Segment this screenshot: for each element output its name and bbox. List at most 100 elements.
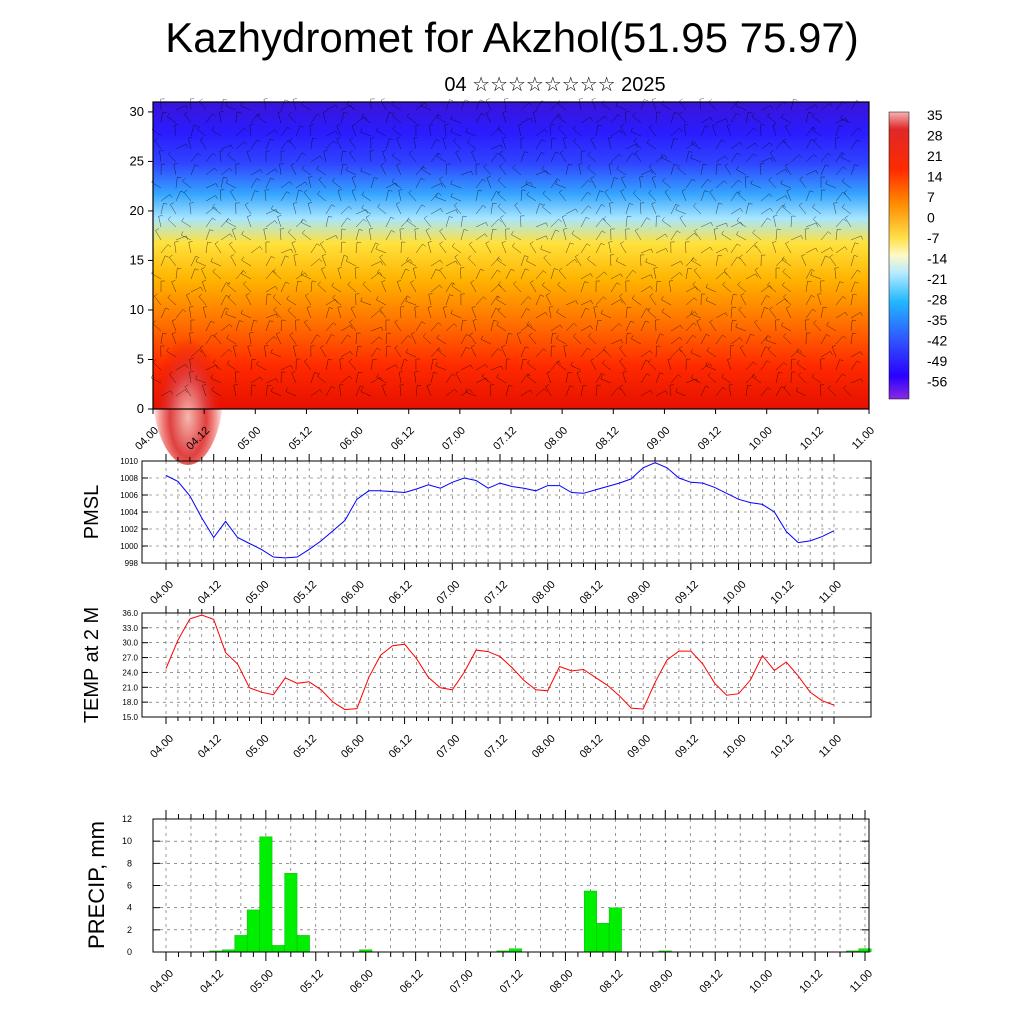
wind-barb [634,228,642,241]
wind-barb [265,168,278,176]
wind-barb [445,388,458,397]
wind-barb [690,310,702,319]
wind-barb [362,281,372,293]
wind-barb [580,216,590,228]
wind-barb [730,142,743,150]
wind-barb [325,204,336,215]
x-tick-label: 08.00 [548,968,576,996]
wind-barb [520,151,529,163]
colorbar-label: -7 [927,230,940,246]
x-tick-label: 05.12 [298,968,326,996]
x-tick-label: 05.00 [235,425,263,453]
wind-barb [460,319,467,332]
x-tick-label: 07.00 [440,425,468,453]
wind-barb [277,111,283,124]
wind-barb [540,245,552,254]
wind-barb [805,319,810,332]
wind-barb [669,384,674,397]
wind-barb [339,384,344,397]
wind-barb [175,105,188,111]
wind-barb [265,320,274,332]
wind-barb [715,222,728,228]
wind-barb [557,125,567,137]
wind-barb [699,98,704,111]
wind-barb [820,306,828,319]
wind-barb [565,208,578,215]
wind-barb [820,176,825,188]
wind-barb [249,332,254,345]
wind-barb [325,140,337,150]
wind-barb [835,228,842,241]
wind-barb [279,163,284,176]
wind-barb [365,215,372,228]
colorbar-label: 14 [927,169,943,185]
x-tick-label: 06.12 [387,733,415,761]
wind-barb [166,347,177,358]
wind-barb [376,269,387,280]
wind-barb [475,377,488,384]
wind-barb [405,297,417,306]
wind-barb [563,137,568,150]
wind-barb [591,98,597,111]
wind-barb [310,243,321,254]
wind-barb [835,373,846,384]
x-tick-label: 04.00 [148,968,176,996]
wind-barb [400,259,413,267]
x-tick-label: 07.12 [498,968,526,996]
wind-barb [621,176,627,189]
colorbar-label: 21 [927,148,943,164]
wind-barb [587,255,597,267]
wind-barb [620,189,627,202]
wind-barb [550,268,559,280]
wind-barb [160,244,172,254]
wind-barb [201,267,207,280]
wind-barb [225,179,237,189]
wind-barb [700,163,708,176]
wind-barb [310,345,315,358]
wind-barb [277,215,282,228]
wind-barb [754,319,762,332]
pmsl-axis-label: PMSL [81,485,103,539]
wind-barb [235,128,247,137]
wind-barb [336,124,342,137]
wind-barb [505,333,513,345]
wind-barb [247,215,252,228]
wind-barb [325,216,333,228]
wind-barb [349,319,357,332]
wind-barb [398,371,404,384]
wind-barb [460,267,465,280]
wind-barb [685,151,693,163]
wind-barb [512,164,522,176]
wind-barb [825,180,837,189]
wind-barb [799,176,807,189]
wind-barb [295,319,300,332]
wind-barb [408,189,417,202]
wind-barb [160,203,168,215]
wind-barb [375,245,387,254]
wind-barb [293,345,298,358]
wind-barb [609,254,615,267]
wind-barb [769,306,777,319]
wind-barb [511,242,522,254]
wind-barb [250,320,258,332]
wind-barb [166,113,177,124]
wind-barb [497,190,507,202]
wind-barb [471,306,477,319]
y-tick-label: 21.0 [122,683,138,692]
wind-barb [619,345,627,358]
wind-barb [295,280,302,293]
wind-barb [520,389,533,397]
wind-barb [205,229,214,241]
wind-barb [175,309,187,319]
wind-barb [670,128,682,137]
wind-barb [595,190,604,202]
wind-barb [775,267,780,279]
wind-barb [160,255,169,267]
wind-barb [354,267,360,280]
wind-barb [782,138,792,150]
wind-barb [360,297,372,306]
wind-barb [735,102,747,111]
x-tick-label: 04.12 [196,733,224,761]
wind-barb [670,374,682,384]
wind-barb [361,113,372,124]
